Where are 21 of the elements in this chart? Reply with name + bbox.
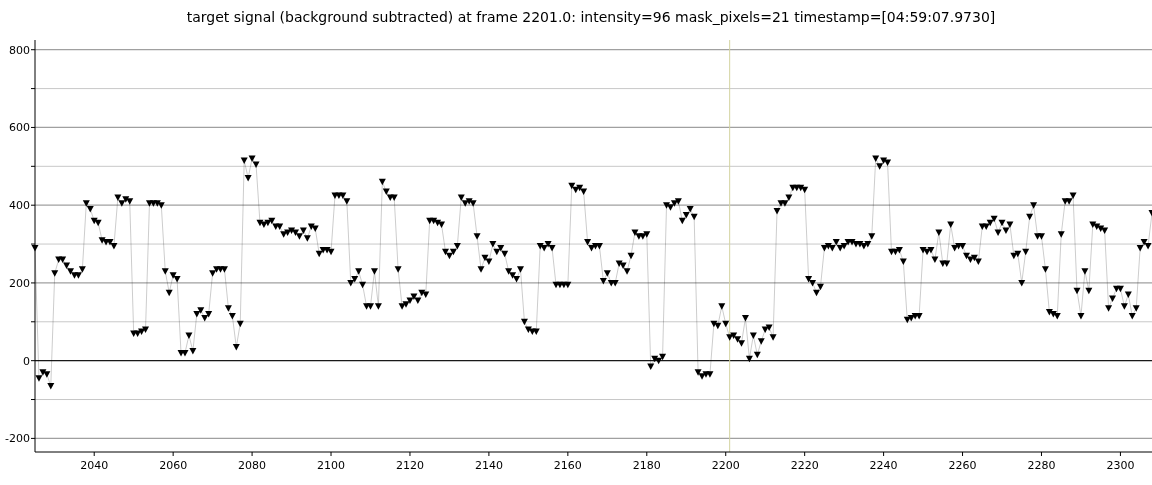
y-tick-label: 0 bbox=[23, 354, 30, 368]
x-tick-label: 2220 bbox=[790, 459, 819, 472]
x-tick-label: 2240 bbox=[869, 459, 898, 472]
y-tick-label: 600 bbox=[9, 121, 30, 135]
x-tick-label: 2120 bbox=[395, 459, 424, 472]
x-tick-label: 2040 bbox=[80, 459, 109, 472]
x-tick-label: 2080 bbox=[238, 459, 267, 472]
x-tick-label: 2180 bbox=[632, 459, 661, 472]
x-tick-label: 2300 bbox=[1106, 459, 1135, 472]
y-tick-label: 400 bbox=[9, 199, 30, 213]
x-tick-label: 2280 bbox=[1027, 459, 1056, 472]
y-tick-label: -200 bbox=[5, 432, 30, 446]
x-tick-label: 2200 bbox=[711, 459, 740, 472]
x-tick-label: 2140 bbox=[474, 459, 503, 472]
x-tick-label: 2260 bbox=[948, 459, 977, 472]
x-tick-label: 2060 bbox=[159, 459, 188, 472]
x-tick-label: 2100 bbox=[317, 459, 346, 472]
y-tick-label: 800 bbox=[9, 43, 30, 57]
y-tick-label: 200 bbox=[9, 276, 30, 290]
x-tick-label: 2160 bbox=[553, 459, 582, 472]
chart-title: target signal (background subtracted) at frame 2201.0: intensity=96 mask_pixels=21 timestamp=[04:59:07.9730] bbox=[186, 9, 996, 25]
